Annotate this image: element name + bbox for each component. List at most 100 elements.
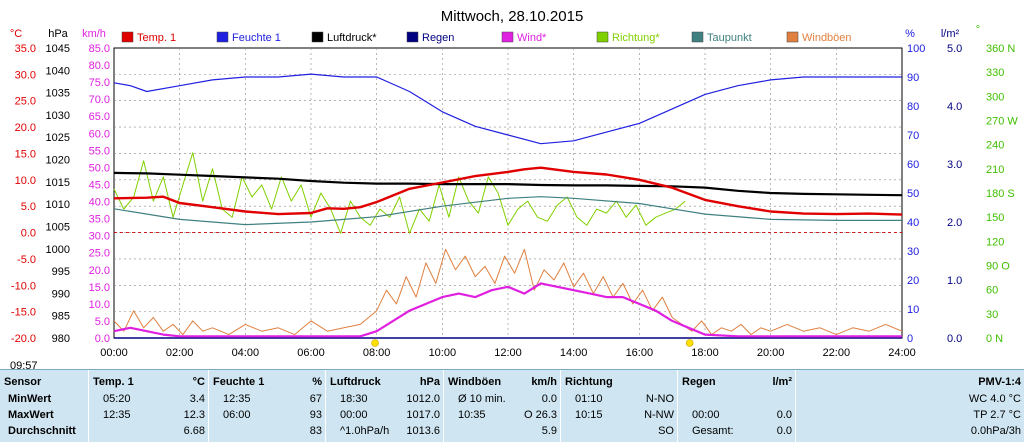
stats-value: TP 2.7 °C — [973, 409, 1021, 421]
stats-row: 83 — [213, 425, 322, 440]
stats-row: 0.0hPa/3h — [800, 425, 1021, 440]
series-line — [113, 166, 903, 216]
temp-axis-tick-label: 25.0 — [15, 96, 36, 108]
x-tick-label: 16:00 — [626, 347, 654, 359]
stats-header-row: Temp. 1 °C — [93, 376, 205, 391]
stats-header-label: Richtung — [565, 376, 613, 388]
wind-axis-tick-label: 60.0 — [89, 128, 110, 140]
direction-axis-tick-label: 180 S — [986, 188, 1015, 200]
legend-label: Luftdruck* — [327, 32, 377, 44]
humidity-axis-tick-label: 20 — [907, 275, 919, 287]
pressure-axis-tick-label: 1020 — [46, 155, 70, 167]
stats-header-unit: km/h — [531, 376, 557, 388]
series-line — [113, 73, 902, 145]
stats-column: PMV-1:4 WC 4.0 °C TP 2.7 °C 0.0hPa/3h — [795, 370, 1024, 442]
stats-header-label: Windböen — [448, 376, 502, 388]
stats-column: Luftdruck hPa 18:30 1012.0 00:00 1017.0 ^1.0hP… — [325, 370, 444, 442]
wind-axis-tick-label: 25.0 — [89, 248, 110, 260]
temp-axis-tick-label: 0.0 — [21, 228, 36, 240]
stats-row: ^1.0hPa/h 1013.6 — [330, 425, 440, 440]
pressure-axis-tick-label: 990 — [52, 288, 70, 300]
stats-header-label: Regen — [682, 376, 716, 388]
x-tick-label: 10:00 — [429, 347, 457, 359]
direction-axis-tick-label: 300 — [986, 91, 1004, 103]
pressure-axis-tick-label: 1030 — [46, 110, 70, 122]
pressure-axis-tick-label: 1045 — [46, 43, 70, 55]
stats-value: N-NO — [645, 393, 674, 405]
stats-row: Ø 10 min. 0.0 — [448, 393, 557, 408]
stats-row: 06:00 93 — [213, 409, 322, 424]
pressure-axis-tick-label: 1025 — [46, 132, 70, 144]
stats-header-unit: °C — [192, 376, 205, 388]
stats-time: 12:35 — [223, 393, 251, 405]
stats-value: N-NW — [644, 409, 674, 421]
stats-time: ^1.0hPa/h — [340, 425, 390, 437]
x-tick-label: 12:00 — [494, 347, 522, 359]
temp-axis-tick-label: 30.0 — [15, 69, 36, 81]
legend-swatch — [501, 31, 514, 43]
stats-column: Regen l/m² 00:00 0.0 Gesamt: 0.0 — [677, 370, 796, 442]
temp-axis-tick-label: -10.0 — [11, 280, 36, 292]
wind-axis-tick-label: 75.0 — [89, 77, 110, 89]
stats-column: Temp. 1 °C 05:20 3.4 12:35 12.3 6.68 — [88, 370, 209, 442]
temp-axis-tick-label: 35.0 — [15, 43, 36, 55]
stats-value: 83 — [309, 425, 322, 437]
stats-header-label: Sensor — [4, 376, 42, 388]
stats-header-label: Feuchte 1 — [213, 376, 265, 388]
stats-row: MaxWert — [4, 409, 84, 424]
humidity-axis-tick-label: 40 — [907, 217, 919, 229]
stats-header-row: Feuchte 1% — [213, 376, 322, 391]
series-line — [113, 282, 902, 338]
stats-value: 12.3 — [183, 409, 205, 421]
direction-axis-tick-label: 90 O — [986, 261, 1010, 273]
stats-value: 3.4 — [189, 393, 205, 405]
stats-header-row: Sensor — [4, 376, 84, 391]
pressure-axis-tick-label: 980 — [52, 333, 70, 345]
stats-header-row: Luftdruck hPa — [330, 376, 440, 391]
x-tick-label: 04:00 — [232, 347, 260, 359]
legend-swatch — [311, 31, 324, 43]
stats-header-row: Windböen km/h — [448, 376, 557, 391]
stats-column: Richtung 01:10 N-NO 10:15 N-NW SO — [560, 370, 678, 442]
direction-axis-tick-label: 120 — [986, 236, 1004, 248]
stats-row: 05:20 3.4 — [93, 393, 205, 408]
wind-axis-tick-label: 80.0 — [89, 60, 110, 72]
direction-axis-tick-label: 210 — [986, 164, 1004, 176]
chart-canvas: 35.0 30.0 25.0 20.0 15.0 10.0 5.0 0.0 -5.0 -10.0 -… — [10, 8, 1019, 370]
temp-axis-tick-label: 15.0 — [15, 148, 36, 160]
humidity-axis-tick-label: 90 — [907, 72, 919, 84]
stats-time: MinWert — [8, 393, 52, 405]
temp-axis-tick-label: 20.0 — [15, 122, 36, 134]
stats-value: 93 — [309, 409, 322, 421]
temp-axis-tick-label: 10.0 — [15, 175, 36, 187]
pressure-axis-tick-label: 1005 — [46, 221, 70, 233]
stats-header-label: Temp. 1 — [93, 376, 134, 388]
stats-value: WC 4.0 °C — [968, 393, 1021, 405]
stats-header-unit: l/m² — [772, 376, 792, 388]
humidity-axis-tick-label: 30 — [907, 246, 919, 258]
legend-swatch — [216, 31, 229, 43]
wind-unit-label: km/h — [82, 28, 106, 40]
wind-axis-tick-label: 20.0 — [89, 265, 110, 277]
x-tick-label: 02:00 — [166, 347, 194, 359]
wind-axis-tick-label: 0.0 — [95, 333, 110, 345]
stats-header-unit: % — [312, 376, 322, 388]
stats-header-unit: hPa — [419, 376, 440, 388]
direction-axis-tick-label: 30 — [986, 309, 998, 321]
stats-time: 12:35 — [103, 409, 131, 421]
x-tick-label: 00:00 — [100, 347, 128, 359]
direction-unit-label: ° — [976, 24, 980, 36]
pressure-axis-tick-label: 1010 — [46, 199, 70, 211]
pressure-axis-tick-label: 1015 — [46, 177, 70, 189]
humidity-axis-tick-label: 70 — [907, 130, 919, 142]
stats-value: SO — [658, 425, 674, 437]
temp-axis-tick-label: -20.0 — [11, 333, 36, 345]
stats-header-row: PMV-1:4 — [800, 376, 1021, 391]
x-tick-label: 20:00 — [757, 347, 785, 359]
stats-row: 01:10 N-NO — [565, 393, 674, 408]
stats-header-row: Regen l/m² — [682, 376, 792, 391]
legend-label: Feuchte 1 — [232, 32, 281, 44]
stats-header-label: Luftdruck — [330, 376, 381, 388]
stats-value: 0.0 — [776, 409, 792, 421]
rain-axis-tick-label: 4.0 — [947, 101, 962, 113]
